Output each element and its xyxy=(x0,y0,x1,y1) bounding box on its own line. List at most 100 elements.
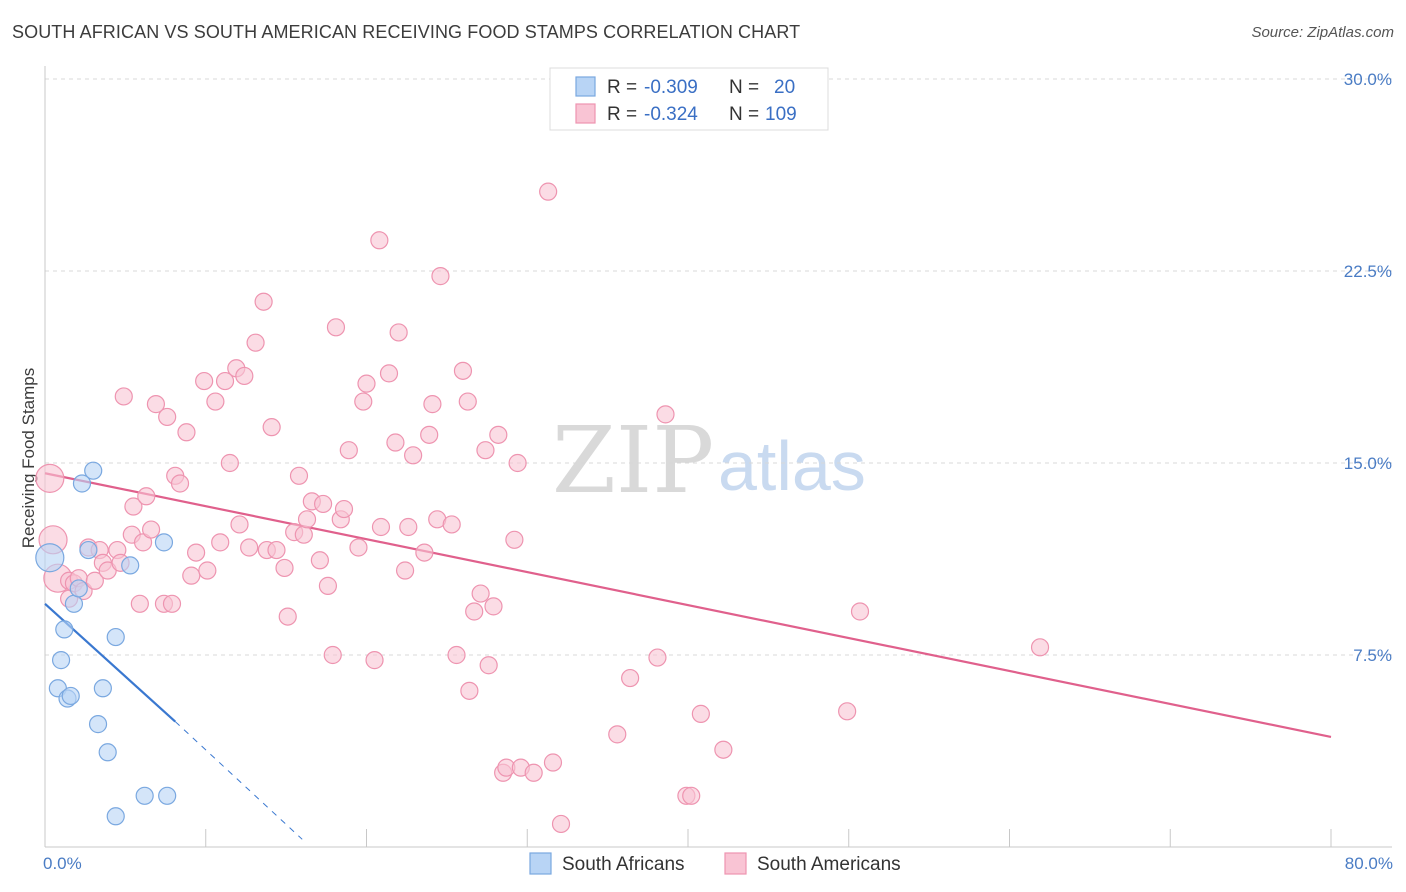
south-americans-point-69 xyxy=(389,323,408,342)
south-africans-point-19 xyxy=(154,533,174,552)
south-americans-point-18 xyxy=(130,594,149,613)
series-legend-swatch-south-africans xyxy=(529,852,552,875)
south-americans-point-25 xyxy=(162,594,182,613)
south-americans-point-30 xyxy=(187,543,206,562)
south-americans-point-56 xyxy=(323,645,342,665)
south-africans-point-10 xyxy=(84,461,103,480)
south-americans-point-33 xyxy=(206,392,225,411)
south-americans-point-40 xyxy=(240,538,259,557)
south-americans-point-66 xyxy=(371,517,391,537)
south-americans-point-36 xyxy=(220,453,239,473)
south-americans-point-84 xyxy=(471,584,490,603)
south-americans-point-65 xyxy=(370,231,389,250)
south-americans-point-15 xyxy=(114,387,133,406)
south-africans-point-11 xyxy=(88,715,108,734)
south-americans-point-74 xyxy=(420,425,439,444)
south-africans-point-18 xyxy=(158,786,177,805)
south-americans-point-21 xyxy=(141,520,161,539)
south-americans-point-49 xyxy=(289,466,309,485)
south-americans-point-68 xyxy=(386,433,405,452)
south-africans-point-6 xyxy=(64,594,84,613)
south-americans-point-94 xyxy=(524,763,543,782)
south-americans-point-83 xyxy=(465,602,484,621)
south-americans-point-45 xyxy=(267,540,286,560)
south-americans-point-51 xyxy=(297,510,317,529)
south-africans-point-3 xyxy=(55,620,74,639)
south-americans-point-50 xyxy=(294,525,313,544)
south-americans-point-107 xyxy=(850,602,870,621)
south-africans-point-13 xyxy=(98,743,117,762)
south-africans-point-5 xyxy=(61,686,80,706)
legend-r-value-1: -0.309 xyxy=(644,77,698,98)
south-americans-point-63 xyxy=(357,374,376,393)
legend-n-value-1: 20 xyxy=(774,77,795,98)
south-americans-point-93 xyxy=(508,453,527,473)
south-americans-point-95 xyxy=(539,182,558,201)
watermark-atlas: atlas xyxy=(718,427,866,505)
correlation-legend: R = -0.309 N = 20 R = -0.324 N = 109 xyxy=(549,67,829,131)
south-americans-point-108 xyxy=(1030,638,1050,657)
trend-line-south-americans xyxy=(44,472,1332,738)
south-americans-point-80 xyxy=(453,361,473,380)
south-americans-point-82 xyxy=(460,681,479,700)
watermark-zip: ZIP xyxy=(552,407,714,514)
series-legend-label-south-africans: South Africans xyxy=(562,854,685,875)
south-americans-point-101 xyxy=(656,405,675,424)
south-africans-point-8 xyxy=(72,474,92,493)
south-americans-point-85 xyxy=(476,441,495,460)
south-americans-point-100 xyxy=(648,648,667,667)
south-americans-point-62 xyxy=(354,392,373,411)
south-americans-point-71 xyxy=(399,517,418,537)
y-tick-label-1: 15.0% xyxy=(1344,454,1392,473)
south-americans-point-53 xyxy=(310,551,329,570)
series-legend: South Africans South Americans xyxy=(529,852,901,875)
south-americans-point-32 xyxy=(198,561,217,580)
y-tick-label-2: 22.5% xyxy=(1344,262,1392,281)
south-americans-point-9 xyxy=(85,571,104,590)
south-africans-point-15 xyxy=(106,807,125,826)
south-americans-point-44 xyxy=(262,418,281,437)
south-americans-point-47 xyxy=(278,607,297,626)
south-americans-point-78 xyxy=(442,515,461,534)
south-americans-point-35 xyxy=(215,371,235,391)
south-americans-point-73 xyxy=(415,543,434,562)
south-americans-point-70 xyxy=(395,561,415,580)
south-americans-point-79 xyxy=(447,645,466,665)
south-americans-point-72 xyxy=(404,446,423,465)
south-africans-point-1 xyxy=(51,651,71,670)
south-americans-point-59 xyxy=(334,499,354,519)
south-americans-point-46 xyxy=(275,558,294,578)
south-americans-point-67 xyxy=(379,364,399,383)
south-americans-point-75 xyxy=(423,395,442,414)
south-americans-point-64 xyxy=(365,651,384,670)
y-axis-title: Receiving Food Stamps xyxy=(19,368,38,548)
south-americans-point-96 xyxy=(543,753,563,772)
south-americans-point-38 xyxy=(230,515,249,534)
south-americans-point-29 xyxy=(182,566,201,585)
south-americans-point-0 xyxy=(35,463,65,493)
south-americans-point-31 xyxy=(195,371,214,391)
legend-box xyxy=(549,67,829,131)
axis-ticks: 7.5% 15.0% 22.5% 30.0% 0.0% 80.0% xyxy=(43,70,1393,873)
gridlines xyxy=(45,78,1392,656)
south-americans-point-39 xyxy=(235,366,254,386)
south-americans-point-88 xyxy=(489,425,508,444)
south-americans-point-34 xyxy=(211,533,230,552)
y-tick-label-3: 30.0% xyxy=(1344,70,1392,89)
south-americans-point-55 xyxy=(318,576,338,595)
source-credit: Source: ZipAtlas.com xyxy=(1251,24,1394,41)
x-tick-label-min: 0.0% xyxy=(43,854,82,873)
chart-title: SOUTH AFRICAN VS SOUTH AMERICAN RECEIVIN… xyxy=(12,22,801,42)
south-americans-point-28 xyxy=(177,423,196,442)
south-americans-point-99 xyxy=(621,668,640,688)
axes xyxy=(44,66,1392,848)
trend-line-south-africans-extension xyxy=(174,721,303,840)
south-americans-point-42 xyxy=(254,292,273,311)
south-africans-point-9 xyxy=(79,540,98,560)
legend-r-value-2: -0.324 xyxy=(644,104,698,125)
south-africans-point-16 xyxy=(121,556,140,575)
south-africans-point-14 xyxy=(106,627,125,647)
south-americans-point-104 xyxy=(691,704,710,723)
south-americans-point-97 xyxy=(551,814,571,834)
south-americans-point-61 xyxy=(349,538,368,557)
